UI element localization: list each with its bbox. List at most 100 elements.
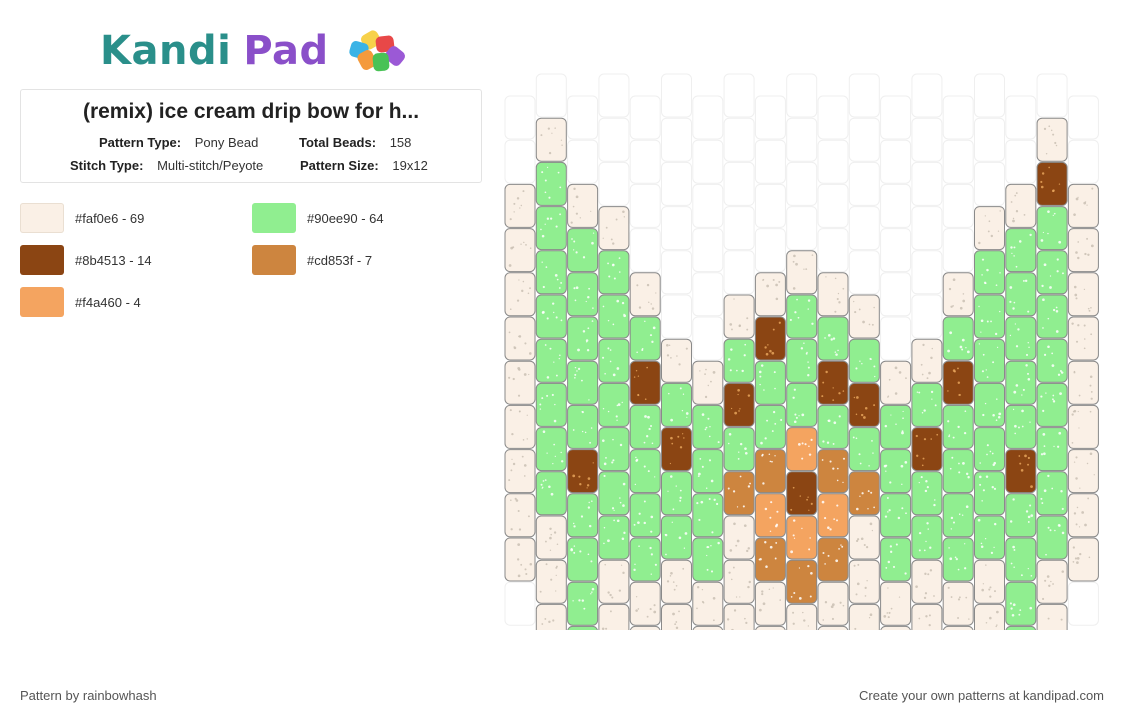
bead-sparkle [588, 399, 590, 401]
bead-sparkle [1010, 562, 1013, 565]
bead-sparkle [539, 590, 542, 593]
bead-sparkle [991, 485, 994, 489]
empty-slot [504, 581, 536, 626]
bead-sparkle [857, 538, 860, 541]
bead-sparkle [864, 595, 867, 597]
bead-sparkle [887, 560, 891, 564]
bead-sparkle [959, 306, 963, 310]
bead [598, 471, 630, 516]
bead [598, 338, 630, 383]
bead [535, 250, 567, 295]
bead-sparkle [905, 377, 907, 380]
bead [942, 625, 974, 630]
bead-sparkle [734, 411, 738, 415]
empty-slot [504, 95, 536, 140]
bead-sparkle [749, 482, 751, 485]
bead-sparkle [807, 361, 809, 363]
bead-sparkle [921, 373, 924, 376]
bead-sparkle [933, 503, 936, 507]
kandipad-logo[interactable]: Kandi Pad [100, 26, 411, 76]
bead-sparkle [581, 430, 584, 433]
color-swatch [20, 287, 64, 317]
bead-sparkle [760, 364, 764, 367]
bead [974, 338, 1005, 383]
bead-sparkle [586, 341, 588, 343]
bead-sparkle [834, 351, 837, 353]
bead-sparkle [579, 217, 581, 219]
bead [754, 493, 786, 538]
bead-sparkle [802, 611, 804, 614]
bead-sparkle [961, 514, 964, 516]
bead-sparkle [610, 238, 613, 241]
empty-slot [661, 73, 692, 118]
bead-sparkle [586, 484, 590, 487]
bead-sparkle [555, 316, 558, 319]
bead-sparkle [512, 377, 515, 381]
color-swatch [20, 203, 64, 233]
bead-sparkle [607, 539, 610, 543]
bead-sparkle [842, 481, 844, 484]
bead-sparkle [622, 482, 626, 486]
bead-sparkle [930, 438, 932, 440]
bead-sparkle [669, 575, 672, 577]
bead-sparkle [949, 331, 953, 335]
bead [1067, 360, 1099, 405]
bead-sparkle [518, 279, 520, 281]
bead-sparkle [1015, 265, 1018, 268]
bead-sparkle [1060, 618, 1063, 621]
bead [567, 183, 599, 228]
bead-sparkle [764, 346, 767, 349]
empty-slot [942, 139, 974, 184]
bead-sparkle [901, 483, 903, 486]
bead-sparkle [811, 322, 814, 325]
bead-sparkle [712, 596, 716, 600]
bead-sparkle [685, 412, 689, 415]
bead [661, 515, 692, 560]
bead-sparkle [619, 443, 623, 447]
create-pattern-link[interactable]: Create your own patterns at kandipad.com [859, 688, 1104, 703]
bead-sparkle [513, 211, 515, 213]
bead-sparkle [1021, 394, 1023, 396]
bead-sparkle [983, 281, 987, 285]
bead-sparkle [526, 414, 528, 416]
bead [504, 360, 536, 405]
empty-slot [817, 95, 849, 140]
bead-sparkle [529, 287, 531, 290]
bead-sparkle [1053, 445, 1055, 448]
bead-sparkle [1022, 388, 1025, 391]
bead-sparkle [644, 320, 646, 323]
bead-sparkle [643, 500, 646, 503]
bead-sparkle [683, 547, 686, 549]
bead-sparkle [989, 450, 992, 453]
bead-sparkle [1075, 251, 1078, 254]
empty-slot [880, 139, 912, 184]
bead-sparkle [1013, 246, 1016, 249]
bead-sparkle [573, 187, 576, 191]
bead [942, 493, 974, 538]
bead-sparkle [549, 549, 552, 551]
bead-sparkle [765, 565, 768, 568]
bead-sparkle [701, 465, 704, 468]
bead-sparkle [924, 592, 928, 595]
bead-sparkle [950, 528, 953, 530]
bead-sparkle [864, 406, 868, 410]
bead-sparkle [996, 346, 999, 348]
bead-sparkle [511, 432, 514, 436]
bead-sparkle [637, 521, 640, 524]
bead [974, 294, 1005, 339]
bead [880, 493, 912, 538]
bead-sparkle [527, 515, 530, 518]
bead-sparkle [985, 622, 988, 624]
empty-slot [786, 73, 818, 118]
bead-sparkle [553, 419, 557, 423]
bead-sparkle [1043, 127, 1047, 130]
bead-sparkle [1061, 507, 1064, 511]
bead-sparkle [605, 627, 608, 630]
bead-sparkle [604, 373, 606, 375]
bead-sparkle [653, 610, 657, 614]
bead-sparkle [863, 416, 866, 419]
bead-sparkle [651, 307, 655, 310]
bead-sparkle [1027, 515, 1031, 519]
bead-sparkle [607, 262, 609, 265]
bead-sparkle [727, 358, 731, 361]
